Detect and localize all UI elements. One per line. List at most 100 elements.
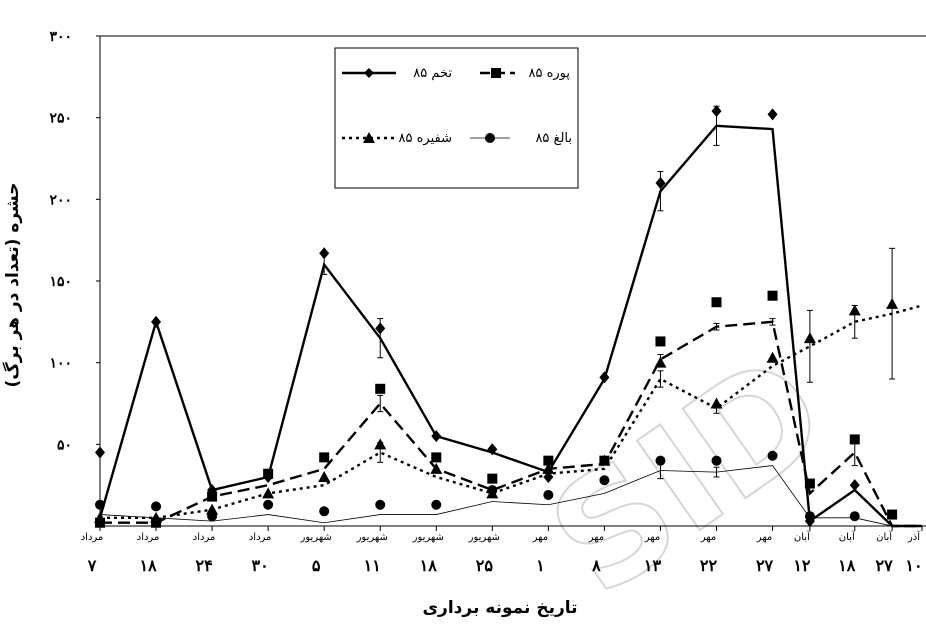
data-point — [263, 499, 274, 510]
data-point — [767, 108, 778, 121]
x-tick-day-label: ۸ — [591, 556, 601, 575]
x-tick-day-label: ۲۷ — [876, 556, 894, 575]
data-point — [151, 501, 162, 512]
series-line — [99, 465, 922, 527]
data-point — [487, 443, 498, 456]
series-4 — [95, 450, 922, 527]
data-point — [655, 455, 666, 466]
data-point — [542, 462, 555, 474]
data-point — [804, 511, 815, 522]
series-layer — [94, 105, 923, 528]
x-tick-month-label: شهریور — [412, 532, 444, 543]
x-tick-month-label: مرداد — [249, 532, 272, 543]
x-tick-day-label: ۲۲ — [700, 556, 718, 575]
data-point — [849, 434, 860, 445]
data-point — [711, 105, 722, 118]
series-3 — [94, 247, 923, 523]
data-point — [430, 462, 443, 474]
data-point — [431, 430, 442, 443]
data-point — [487, 473, 498, 484]
x-tick-month-label: آبان — [839, 530, 856, 543]
data-point — [655, 336, 666, 347]
y-tick-label: ۱۰۰ — [49, 356, 72, 372]
x-tick-day-label: ۱۸ — [420, 556, 438, 575]
x-tick-day-label: ۱۰ — [905, 556, 922, 575]
y-tick-label: ۲۰۰ — [49, 192, 72, 208]
x-tick-month-label: مهر — [700, 532, 716, 543]
y-tick-label: ۲۵۰ — [49, 111, 72, 127]
x-tick-month-label: آبان — [876, 530, 893, 543]
x-tick-month-label: آذر — [907, 530, 921, 543]
data-point — [767, 450, 778, 461]
x-tick-month-label: آبان — [794, 530, 811, 543]
data-point — [711, 455, 722, 466]
data-point — [849, 511, 860, 522]
data-point — [319, 247, 330, 260]
y-ticks: ۵۰ ۱۰۰ ۱۵۰ ۲۰۰ ۲۵۰ ۳۰۰ — [49, 29, 100, 527]
data-point — [263, 468, 274, 479]
data-point — [151, 315, 162, 328]
x-tick-month-label: مرداد — [137, 532, 160, 543]
data-point — [655, 177, 666, 189]
y-tick-label: ۵۰ — [57, 437, 72, 453]
legend-marker-adult — [485, 133, 495, 143]
data-point — [319, 506, 330, 517]
x-tick-day-label: ۳۰ — [252, 556, 269, 575]
data-point — [375, 499, 386, 510]
data-point — [598, 454, 611, 466]
data-point — [599, 475, 610, 486]
data-point — [543, 455, 554, 466]
data-point — [487, 485, 498, 496]
legend-label-adult: بالغ ۸۵ — [535, 131, 572, 146]
legend-label-egg: تخم ۸۵ — [413, 66, 452, 81]
data-point — [431, 452, 442, 463]
data-point — [374, 438, 387, 450]
data-point — [849, 479, 860, 492]
legend-box — [334, 47, 579, 189]
x-tick-day-label: ۱ — [536, 556, 545, 575]
x-tick-month-label: مهر — [532, 532, 548, 543]
data-point — [375, 322, 386, 335]
legend-label-nymph: پوره ۸۵ — [528, 66, 570, 81]
data-point — [766, 351, 779, 363]
data-point — [767, 290, 778, 301]
y-axis-title: حشره (تعداد در هر برگ) — [3, 183, 23, 388]
x-tick-month-label: مرداد — [193, 532, 216, 543]
data-point — [206, 503, 219, 515]
x-tick-day-label: ۱۱ — [364, 556, 381, 575]
data-point — [804, 478, 815, 489]
data-point — [886, 297, 899, 309]
x-tick-day-label: ۱۸ — [838, 556, 856, 575]
x-tick-month-label: مهر — [588, 532, 604, 543]
data-point — [207, 491, 218, 502]
data-point — [654, 356, 667, 368]
data-point — [95, 499, 105, 510]
data-point — [887, 509, 898, 520]
data-point — [543, 489, 554, 500]
x-tick-day-label: ۲۷ — [756, 556, 774, 575]
x-tick-day-label: ۷ — [87, 556, 97, 575]
x-tick-day-label: ۵ — [312, 556, 321, 575]
data-point — [431, 499, 442, 510]
x-tick-month-label: مهر — [756, 532, 772, 543]
data-point — [262, 487, 275, 499]
y-tick-label: ۱۵۰ — [49, 274, 72, 290]
y-tick-label: ۳۰۰ — [49, 29, 72, 45]
data-point — [375, 383, 386, 394]
legend: تخم ۸۵ پوره ۸۵ شفیره ۸۵ بالغ ۸۵ — [334, 47, 579, 189]
data-point — [599, 371, 610, 384]
legend-marker-pupa — [363, 132, 375, 143]
data-point — [207, 511, 218, 522]
x-tick-month-label: مهر — [644, 532, 660, 543]
data-point — [711, 297, 722, 308]
data-point — [319, 452, 330, 463]
x-axis-title: تاریخ نمونه برداری — [422, 598, 577, 618]
x-ticks: مرداد۷مرداد۱۸مرداد۲۴مرداد۳۰شهریور۵شهریور… — [81, 526, 923, 575]
x-tick-month-label: شهریور — [300, 532, 332, 543]
x-tick-day-label: ۱۳ — [644, 556, 662, 575]
data-point — [710, 397, 723, 409]
data-point — [95, 446, 105, 459]
data-point — [94, 511, 106, 523]
data-point — [848, 304, 861, 316]
